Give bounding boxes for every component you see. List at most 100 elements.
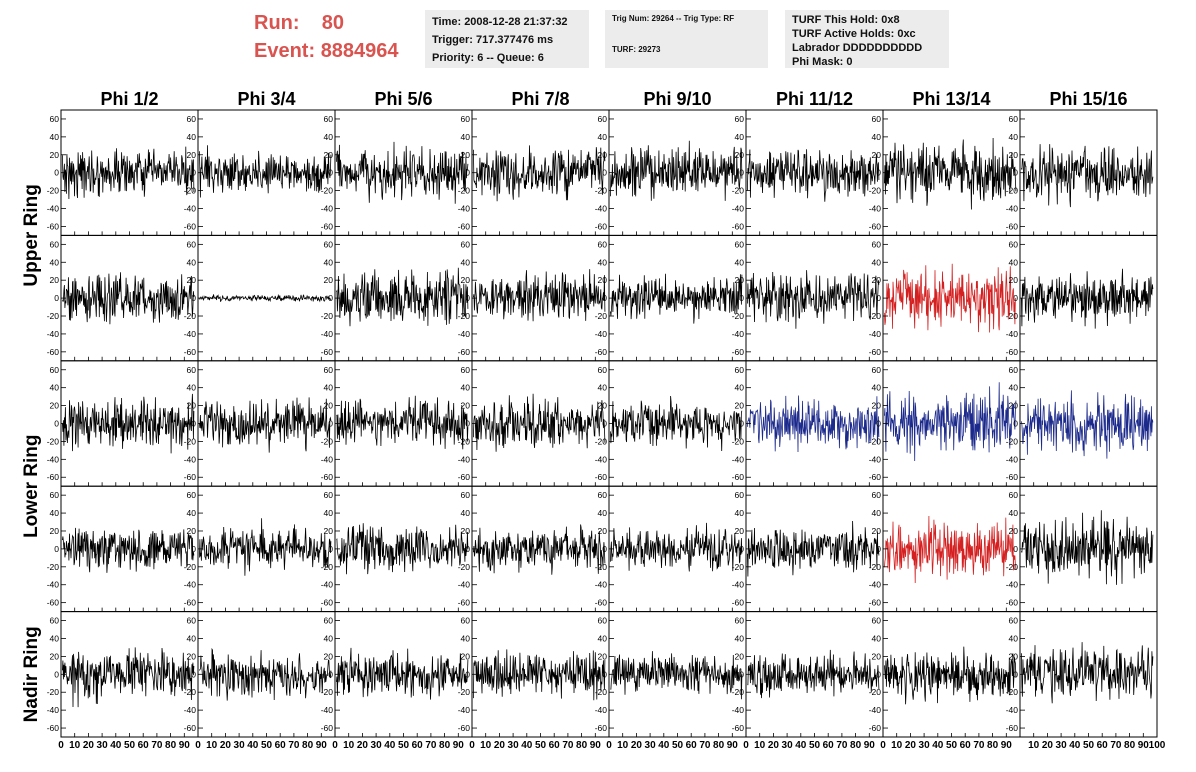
waveform-trace — [1021, 144, 1154, 208]
y-tick-label: 20 — [50, 401, 60, 411]
x-tick-label: 10 — [69, 740, 81, 751]
panel-r4-c8: -60 -40 -20 0 20 40 60 — [1006, 485, 1158, 613]
y-tick-label: -60 — [732, 598, 745, 608]
x-tick-label: 40 — [932, 740, 944, 751]
y-tick-label: -60 — [458, 347, 471, 357]
y-tick-label: 40 — [187, 257, 197, 267]
x-tick-label: 70 — [151, 740, 163, 751]
y-tick-label: -60 — [47, 472, 60, 482]
x-tick-label: 80 — [987, 740, 999, 751]
x-tick-label: 60 — [960, 740, 972, 751]
x-tick-label: 70 — [1110, 740, 1122, 751]
y-tick-label: 40 — [598, 508, 608, 518]
y-tick-label: 20 — [598, 651, 608, 661]
x-tick-label: 60 — [686, 740, 698, 751]
y-tick-label: -20 — [321, 186, 334, 196]
x-tick-label: 40 — [384, 740, 396, 751]
y-tick-label: -20 — [595, 311, 608, 321]
y-tick-label: -40 — [732, 454, 745, 464]
x-tick-label: 20 — [768, 740, 780, 751]
y-tick-label: -20 — [321, 687, 334, 697]
y-tick-label: -40 — [321, 705, 334, 715]
x-tick-label: 40 — [795, 740, 807, 751]
y-tick-label: 60 — [50, 490, 60, 500]
waveform-trace — [1021, 390, 1154, 459]
y-tick-label: 0 — [1013, 544, 1018, 554]
panel-r1-c5: -60 -40 -20 0 20 40 60 — [595, 109, 747, 236]
waveform-trace — [199, 518, 332, 576]
column-header-1: Phi 1/2 — [100, 89, 158, 109]
y-tick-label: 40 — [187, 383, 197, 393]
waveform-trace — [336, 647, 469, 700]
y-tick-label: -60 — [869, 723, 882, 733]
y-tick-label: -60 — [47, 221, 60, 231]
y-tick-label: -40 — [732, 705, 745, 715]
y-tick-label: -40 — [47, 329, 60, 339]
y-tick-label: -60 — [184, 598, 197, 608]
waveform-trace — [610, 522, 743, 572]
y-tick-label: 0 — [876, 544, 881, 554]
y-tick-label: -60 — [321, 472, 334, 482]
panel-r4-c4: -60 -40 -20 0 20 40 60 — [458, 485, 610, 613]
x-tick-label: 40 — [247, 740, 259, 751]
x-tick-label: 90 — [453, 740, 465, 751]
y-tick-label: -20 — [595, 562, 608, 572]
y-tick-label: -20 — [184, 436, 197, 446]
y-tick-label: -60 — [1006, 221, 1019, 231]
y-tick-label: 60 — [461, 114, 471, 124]
y-tick-label: 20 — [735, 651, 745, 661]
x-tick-label: 20 — [905, 740, 917, 751]
y-tick-label: 20 — [50, 526, 60, 536]
y-tick-label: -20 — [732, 186, 745, 196]
panel-r2-c6: -60 -40 -20 0 20 40 60 — [732, 234, 884, 362]
y-tick-label: 60 — [598, 616, 608, 626]
y-tick-label: 0 — [876, 293, 881, 303]
waveform-trace — [473, 393, 606, 452]
waveform-trace — [62, 647, 195, 708]
x-tick-label: 80 — [1124, 740, 1136, 751]
y-tick-label: -60 — [321, 598, 334, 608]
x-tick-label: 80 — [165, 740, 177, 751]
y-tick-label: 40 — [735, 633, 745, 643]
panel-r3-c7: -60 -40 -20 0 20 40 60 — [869, 360, 1021, 487]
waveform-trace — [610, 273, 743, 324]
waveform-trace — [62, 527, 195, 573]
y-tick-label: -60 — [869, 347, 882, 357]
y-tick-label: 20 — [187, 275, 197, 285]
y-tick-label: 20 — [735, 150, 745, 160]
x-tick-label: 10 — [891, 740, 903, 751]
y-tick-label: 0 — [1013, 293, 1018, 303]
trig-info-box: Trig Num: 29264 -- Trig Type: RF TURF: 2… — [605, 10, 768, 68]
waveform-trace — [473, 649, 606, 701]
y-tick-label: 40 — [461, 383, 471, 393]
y-tick-label: 0 — [328, 544, 333, 554]
y-tick-label: 20 — [50, 651, 60, 661]
y-tick-label: -60 — [184, 723, 197, 733]
panel-r2-c2: -60 -40 -20 0 20 40 60 — [184, 234, 336, 362]
y-tick-label: 60 — [1009, 239, 1019, 249]
x-tick-label: 90 — [316, 740, 328, 751]
y-tick-label: 40 — [872, 383, 882, 393]
y-tick-label: 0 — [602, 419, 607, 429]
y-tick-label: 60 — [872, 490, 882, 500]
y-tick-label: -40 — [458, 454, 471, 464]
y-tick-label: 40 — [50, 257, 60, 267]
y-tick-label: 20 — [324, 651, 334, 661]
x-tick-label: 90 — [1001, 740, 1013, 751]
time-text: Time: 2008-12-28 21:37:32 — [432, 16, 568, 28]
y-tick-label: 60 — [598, 239, 608, 249]
y-tick-label: 20 — [187, 651, 197, 661]
y-tick-label: -20 — [1006, 436, 1019, 446]
panel-r2-c5: -60 -40 -20 0 20 40 60 — [595, 234, 747, 362]
x-tick-label: 80 — [850, 740, 862, 751]
panel-r1-c1: -60 -40 -20 0 20 40 60 — [47, 109, 199, 236]
y-tick-label: -20 — [869, 311, 882, 321]
y-tick-label: 0 — [465, 419, 470, 429]
event-label-text: Event: — [254, 40, 316, 62]
y-tick-label: 60 — [598, 114, 608, 124]
y-tick-label: 20 — [187, 150, 197, 160]
y-tick-label: -60 — [869, 221, 882, 231]
waveform-trace — [884, 646, 1017, 705]
